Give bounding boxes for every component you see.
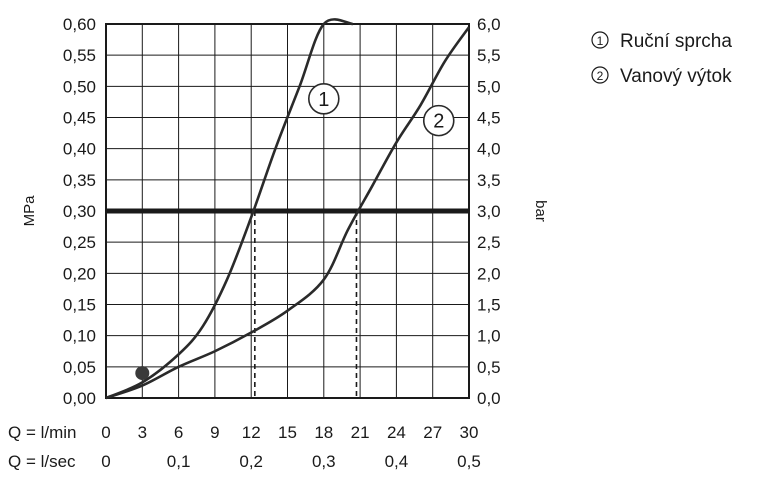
left-tick-label: 0,00 [63,389,96,408]
series-2-label-circle [422,104,455,137]
x-lmin-tick-label: 18 [314,423,333,442]
left-tick-label: 0,35 [63,171,96,190]
legend-label-1: Ruční sprcha [620,31,732,52]
right-axis-ticks: 0,0 0,5 1,0 1,5 2,0 2,5 3,0 3,5 4,0 4,5 5,0 5,5 6,0 [477,15,501,408]
legend-marker-2-digit: 2 [597,69,604,83]
right-tick-label: 5,5 [477,46,501,65]
series-marker-labels: 12 [307,83,455,137]
x-lmin-tick-label: 12 [242,423,261,442]
marker-point [135,366,150,381]
left-tick-label: 0,15 [63,296,96,315]
left-tick-label: 0,40 [63,140,96,159]
left-tick-label: 0,45 [63,109,96,128]
x-lsec-tick-label: 0,5 [457,452,481,471]
x-lmin-tick-label: 6 [174,423,183,442]
legend-item-2: 2 Vanový výtok [591,66,732,87]
right-tick-label: 2,5 [477,233,501,252]
x-lsec-tick-label: 0,3 [312,452,336,471]
x-lsec-tick-label: 0,1 [167,452,191,471]
left-axis-label: MPa [21,195,38,227]
right-tick-label: 0,5 [477,358,501,377]
x-axis-lsec-ticks: 0 0,1 0,2 0,3 0,4 0,5 [101,452,481,471]
series-line-1 [105,18,354,400]
left-tick-label: 0,05 [63,358,96,377]
series-1-label: 1 [318,89,329,111]
left-tick-label: 0,20 [63,264,96,283]
x-lsec-tick-label: 0,4 [385,452,409,471]
legend-marker-1 [591,31,609,49]
series-1-label-circle [307,83,340,115]
x-lsec-tick-label: 0,2 [239,452,263,471]
left-tick-label: 0,25 [63,233,96,252]
x-lmin-tick-label: 30 [460,423,479,442]
right-tick-label: 6,0 [477,15,501,34]
right-tick-label: 4,5 [477,109,501,128]
right-tick-label: 1,0 [477,327,501,346]
dashed-drop-lines [254,211,358,398]
right-tick-label: 3,0 [477,202,501,221]
right-tick-label: 0,0 [477,389,501,408]
right-axis-label: bar [532,200,549,222]
right-tick-label: 4,0 [477,140,501,159]
right-tick-label: 5,0 [477,77,501,96]
x-lmin-tick-label: 21 [351,423,370,442]
series-line-2 [105,26,471,400]
legend-marker-2 [591,66,609,84]
x-lmin-tick-label: 0 [101,423,110,442]
legend-item-1: 1 Ruční sprcha [591,31,732,52]
x-lmin-tick-label: 15 [278,423,297,442]
x-lsec-tick-label: 0 [101,452,110,471]
right-tick-label: 1,5 [477,296,501,315]
left-tick-label: 0,10 [63,327,96,346]
x-lmin-tick-label: 9 [210,423,219,442]
x-axis-lsec-label: Q = l/sec [8,452,76,471]
left-axis-ticks: 0,00 0,05 0,10 0,15 0,20 0,25 0,30 0,35 0,40 0,45… [63,15,96,408]
legend-label-2: Vanový výtok [620,66,732,87]
legend: 1 Ruční sprcha 2 Vanový výtok [591,31,732,87]
left-tick-label: 0,55 [63,46,96,65]
x-lmin-tick-label: 3 [138,423,147,442]
right-tick-label: 2,0 [477,264,501,283]
x-axis-lmin-label: Q = l/min [8,423,77,442]
legend-marker-1-digit: 1 [597,34,604,48]
left-tick-label: 0,60 [63,15,96,34]
x-lmin-tick-label: 24 [387,423,406,442]
right-tick-label: 3,5 [477,171,501,190]
x-axis-lmin-ticks: 0 3 6 9 12 15 18 21 24 27 30 [101,423,478,442]
left-tick-label: 0,50 [63,77,96,96]
left-tick-label: 0,30 [63,202,96,221]
series-2-label: 2 [433,111,444,133]
x-lmin-tick-label: 27 [423,423,442,442]
